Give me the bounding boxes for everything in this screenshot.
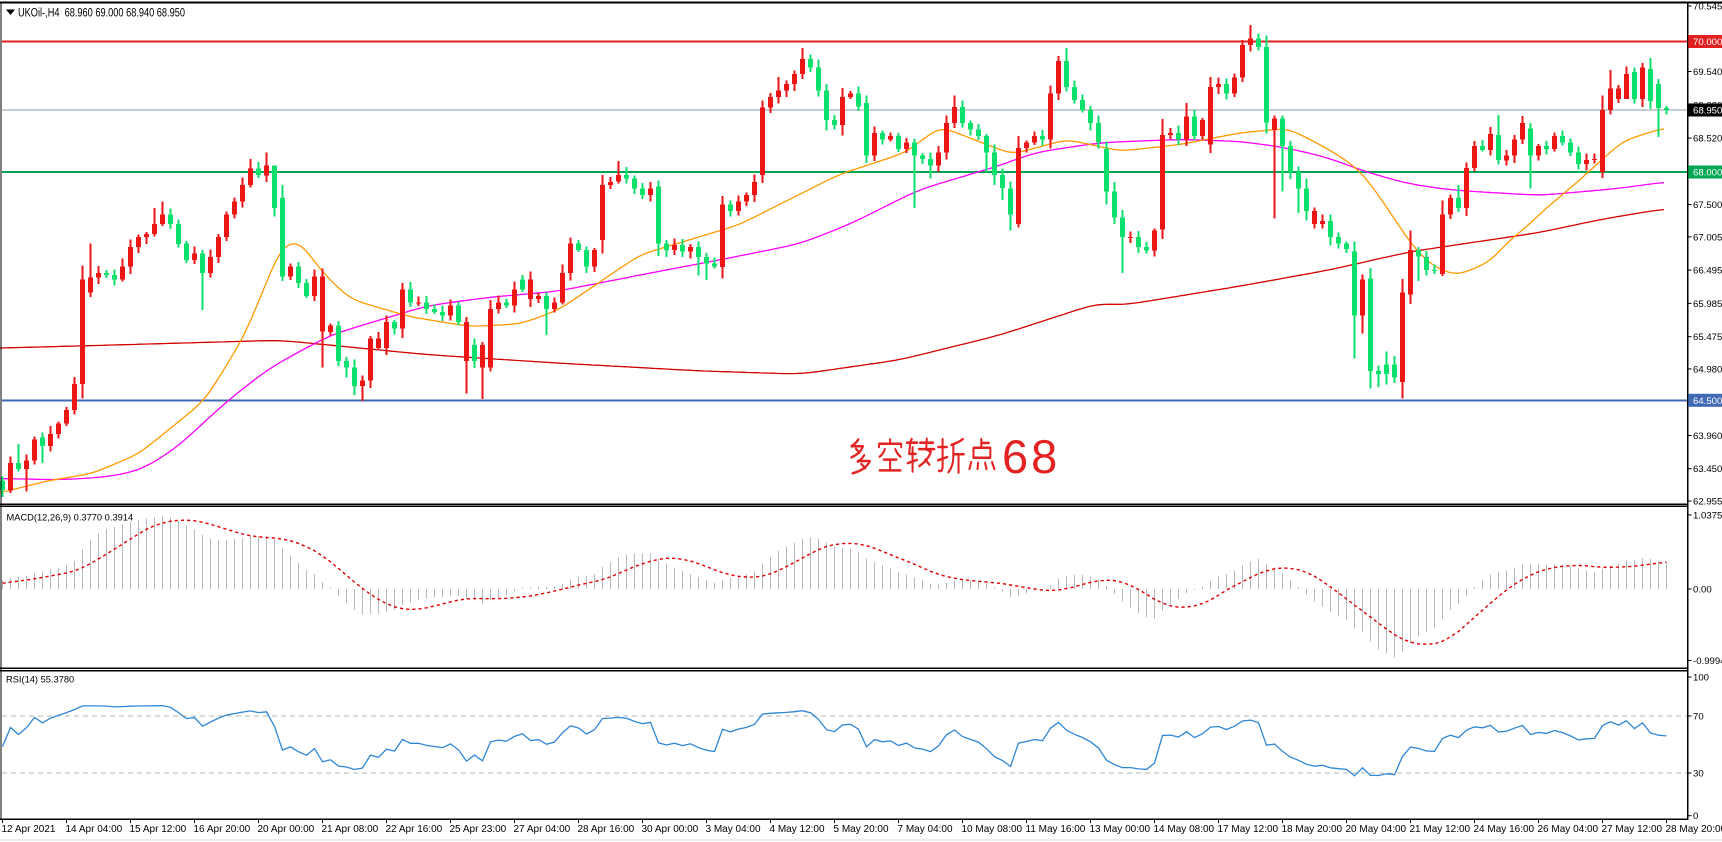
svg-text:3 May 04:00: 3 May 04:00 [706, 824, 761, 835]
svg-text:12 Apr 2021: 12 Apr 2021 [2, 824, 56, 835]
svg-text:63.450: 63.450 [1693, 464, 1722, 475]
svg-text:7 May 04:00: 7 May 04:00 [898, 824, 953, 835]
svg-text:20 May 04:00: 20 May 04:00 [1346, 824, 1407, 835]
svg-text:67.500: 67.500 [1693, 200, 1722, 211]
svg-text:64.980: 64.980 [1693, 364, 1722, 375]
svg-text:64.500: 64.500 [1693, 396, 1722, 407]
svg-text:17 May 12:00: 17 May 12:00 [1218, 824, 1279, 835]
svg-text:18 May 20:00: 18 May 20:00 [1282, 824, 1343, 835]
svg-text:21 Apr 08:00: 21 Apr 08:00 [322, 824, 379, 835]
svg-text:14 Apr 04:00: 14 Apr 04:00 [66, 824, 123, 835]
svg-text:70.545: 70.545 [1693, 2, 1722, 13]
svg-text:UKOil-,H4 68.960 69.000 68.94: UKOil-,H4 68.960 69.000 68.940 68.950 [18, 6, 185, 20]
svg-text:28 May 20:00: 28 May 20:00 [1666, 824, 1722, 835]
svg-text:0: 0 [1693, 811, 1698, 822]
svg-text:4 May 12:00: 4 May 12:00 [770, 824, 825, 835]
svg-text:70: 70 [1693, 712, 1704, 723]
svg-text:5 May 20:00: 5 May 20:00 [834, 824, 889, 835]
svg-text:68: 68 [1002, 430, 1060, 483]
svg-text:65.475: 65.475 [1693, 332, 1722, 343]
svg-text:62.955: 62.955 [1693, 497, 1722, 508]
svg-text:MACD(12,26,9) 0.3770 0.3914: MACD(12,26,9) 0.3770 0.3914 [7, 513, 134, 523]
svg-text:11 May 16:00: 11 May 16:00 [1026, 824, 1086, 835]
svg-text:15 Apr 12:00: 15 Apr 12:00 [130, 824, 187, 835]
svg-text:67.005: 67.005 [1693, 232, 1722, 243]
svg-text:28 Apr 16:00: 28 Apr 16:00 [578, 824, 635, 835]
svg-text:63.960: 63.960 [1693, 431, 1722, 442]
svg-text:69.540: 69.540 [1693, 67, 1722, 78]
svg-text:68.520: 68.520 [1693, 134, 1722, 145]
svg-text:30 Apr 00:00: 30 Apr 00:00 [642, 824, 699, 835]
svg-text:14 May 08:00: 14 May 08:00 [1154, 824, 1215, 835]
svg-text:100: 100 [1693, 673, 1709, 684]
svg-text:27 Apr 04:00: 27 Apr 04:00 [514, 824, 571, 835]
svg-text:68.950: 68.950 [1693, 106, 1722, 117]
svg-text:21 May 12:00: 21 May 12:00 [1410, 824, 1471, 835]
svg-text:10 May 08:00: 10 May 08:00 [962, 824, 1023, 835]
svg-text:RSI(14) 55.3780: RSI(14) 55.3780 [6, 675, 74, 685]
svg-text:68.000: 68.000 [1693, 168, 1722, 179]
svg-text:66.495: 66.495 [1693, 266, 1722, 277]
svg-text:22 Apr 16:00: 22 Apr 16:00 [386, 824, 443, 835]
svg-text:0.00: 0.00 [1693, 585, 1712, 596]
svg-text:16 Apr 20:00: 16 Apr 20:00 [194, 824, 251, 835]
svg-text:27 May 12:00: 27 May 12:00 [1602, 824, 1663, 835]
svg-text:13 May 00:00: 13 May 00:00 [1090, 824, 1151, 835]
svg-text:25 Apr 23:00: 25 Apr 23:00 [450, 824, 507, 835]
svg-text:65.985: 65.985 [1693, 299, 1722, 310]
svg-text:20 Apr 00:00: 20 Apr 00:00 [258, 824, 315, 835]
svg-text:30: 30 [1693, 769, 1704, 780]
svg-text:70.000: 70.000 [1693, 37, 1722, 48]
svg-text:26 May 04:00: 26 May 04:00 [1538, 824, 1599, 835]
svg-text:1.0375: 1.0375 [1693, 510, 1722, 521]
svg-text:-0.9994: -0.9994 [1693, 656, 1722, 667]
svg-text:24 May 16:00: 24 May 16:00 [1474, 824, 1535, 835]
